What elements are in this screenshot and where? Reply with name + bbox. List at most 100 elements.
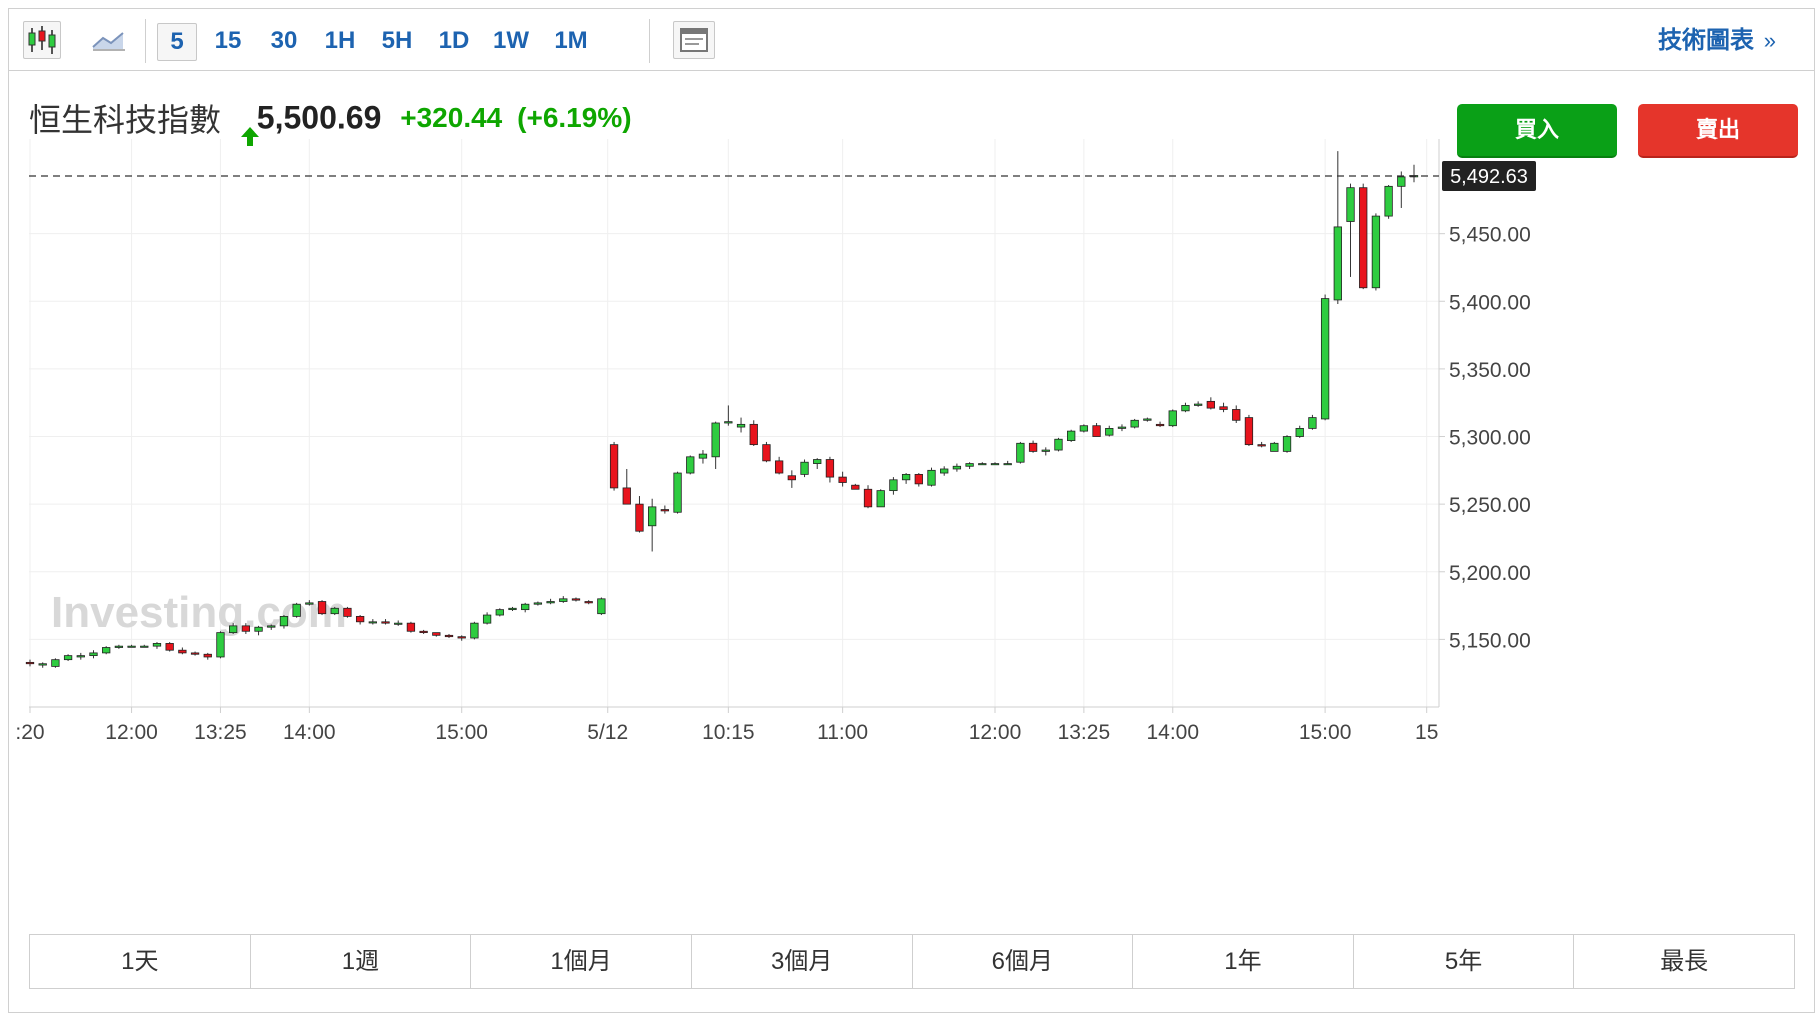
current-price-tag [1442,161,1536,192]
candle-body [876,490,885,508]
timeframe-15[interactable]: 15 [214,27,242,54]
timeframe-5[interactable]: 5 [157,23,197,61]
candlestick-icon[interactable] [23,21,61,59]
candle-body [1067,430,1076,441]
candle-body [482,614,492,624]
candle-body [1232,409,1241,421]
candle-body [292,603,301,617]
timeframe-1d[interactable]: 1D [438,27,470,54]
area-chart-icon[interactable] [89,21,129,59]
x-tick-label: 15 [1415,721,1438,744]
candle-body [648,506,657,527]
candle-body [394,622,403,625]
chart-widget: 5 15 30 1H 5H 1D 1W 1M 技術圖表 » Investing.… [8,8,1815,1013]
candle-body [1193,403,1203,406]
candle-body [546,601,555,604]
period-5[interactable]: 1年 [1133,935,1354,988]
candle-body [622,487,631,505]
period-7[interactable]: 最長 [1660,948,1709,975]
x-tick-label: :20 [15,721,44,744]
y-tick-label: 5,250.00 [1449,494,1531,517]
candle-body [267,625,276,628]
buy-button[interactable]: 買入 [1457,104,1617,158]
candle-body [724,421,733,424]
candle-body [1346,187,1355,222]
candle-body [203,653,212,658]
period-selector: 1天 1週 1個月 3個月 6個月 1年 5年 最長 [29,934,1795,989]
candle-body [25,661,35,665]
candle-body [749,423,758,446]
period-6[interactable]: 5年 [1354,935,1575,988]
timeframe-1w[interactable]: 1W [493,27,529,54]
period-0[interactable]: 1天 [30,935,251,988]
candle-body [1219,406,1228,410]
candle-body [889,479,898,492]
double-chevron-right-icon[interactable]: » [1763,28,1776,53]
candle-body [597,598,606,615]
candle-body [241,625,251,632]
layout-icon[interactable] [673,21,715,59]
period-2[interactable]: 1個月 [471,935,692,988]
candle-body [1295,428,1304,437]
candle-body [1206,400,1215,409]
x-tick-label: 5/12 [587,721,628,744]
candle-body [559,598,568,602]
current-price-label: 5,492.63 [1450,166,1528,188]
x-tick-label: 15:00 [435,721,488,744]
timeframe-5h[interactable]: 5H [381,27,413,54]
candle-body [851,484,860,490]
candle-body [1155,423,1165,427]
candle-body [495,609,504,616]
price-change-percent: (+6.19%) [517,102,632,133]
candle-body [787,475,796,481]
x-tick-label: 11:00 [817,721,868,744]
candle-body [1041,449,1050,452]
candle-body [419,630,428,634]
candle-body [825,459,835,478]
candle-body [660,509,670,512]
x-tick-label: 13:25 [194,721,247,744]
candle-body [457,636,466,639]
candle-body [1308,417,1317,429]
candle-body [584,601,593,604]
timeframe-1h[interactable]: 1H [324,27,356,54]
candle-body [368,621,377,624]
candle-body [51,659,60,667]
candle-body [114,645,124,648]
candle-body [178,649,187,654]
candle-body [711,422,720,458]
price-chart: Investing.com 5,150.00 5,200.00 5,250.00 5,3… [15,139,1536,744]
period-1[interactable]: 1週 [251,935,472,988]
candle-body [1359,187,1368,289]
period-3[interactable]: 3個月 [692,935,913,988]
x-tick-label: 13:25 [1058,721,1111,744]
candle-body [635,503,644,532]
candle-body [1320,298,1330,420]
watermark-logo: Investing.com [51,588,347,637]
x-tick-label: 15:00 [1299,721,1352,744]
y-tick-label: 5,450.00 [1449,224,1531,247]
timeframe-1m[interactable]: 1M [554,27,588,54]
y-tick-label: 5,400.00 [1449,291,1531,314]
y-tick-label: 5,350.00 [1449,359,1531,382]
last-price: 5,500.69 [256,99,382,136]
candle-body [952,465,962,470]
candle-body [343,607,352,617]
candle-body [863,488,873,508]
period-4[interactable]: 6個月 [913,935,1134,988]
candle-body [1028,442,1038,452]
candle-body [978,463,987,466]
candle-body [736,423,746,428]
timeframe-30[interactable]: 30 [270,27,298,54]
candle-body [940,468,949,474]
x-tick-label: 14:00 [1146,721,1199,744]
sell-button[interactable]: 賣出 [1638,104,1798,158]
candle-body [521,603,530,611]
candle-body [190,652,200,655]
candle-body [1282,436,1292,452]
candle-body [152,643,162,647]
candle-body [609,444,619,489]
price-change: +320.44 [400,102,503,133]
technical-chart-link[interactable]: 技術圖表 [1658,27,1754,54]
candle-body [1257,444,1266,447]
